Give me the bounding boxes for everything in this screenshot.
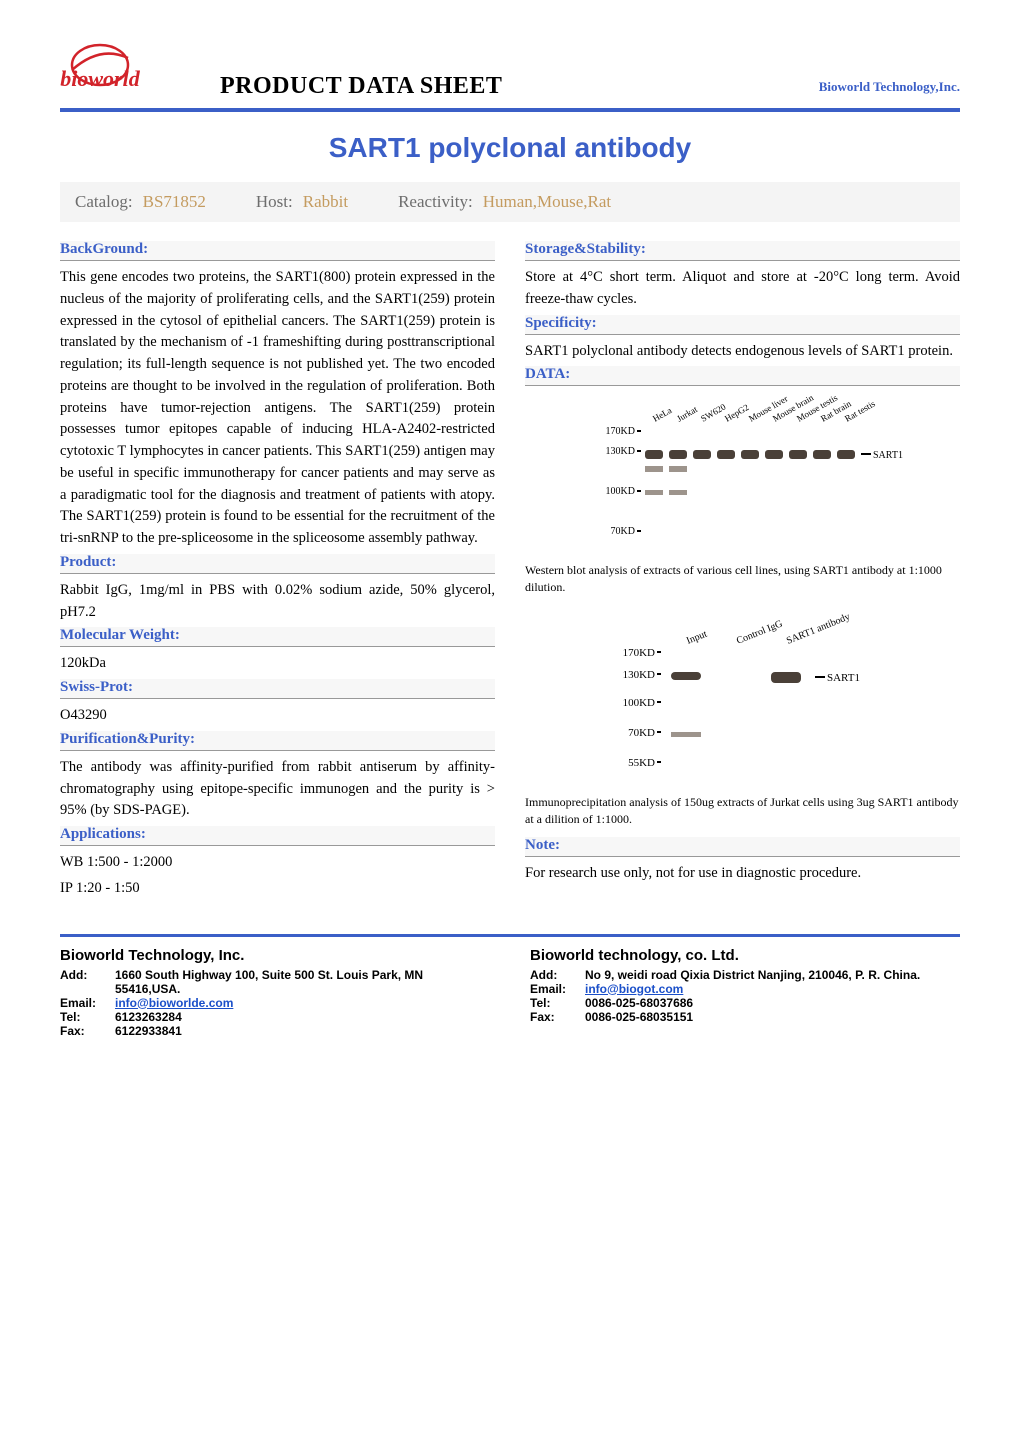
footer-left-add-label: Add:: [60, 968, 115, 996]
mw-label: Molecular Weight:: [60, 627, 495, 647]
footer: Bioworld Technology, Inc. Add:1660 South…: [60, 947, 960, 1038]
right-column: Storage&Stability: Store at 4°C short te…: [525, 237, 960, 904]
footer-right-add-label: Add:: [530, 968, 585, 982]
svg-text:Input: Input: [685, 628, 709, 646]
footer-left-fax-label: Fax:: [60, 1024, 115, 1038]
reactivity-label: Reactivity:: [398, 192, 473, 212]
apps-line2: IP 1:20 - 1:50: [60, 878, 495, 900]
svg-text:70KD: 70KD: [628, 727, 655, 739]
swiss-text: O43290: [60, 705, 495, 727]
logo: bioworld: [60, 40, 200, 100]
reactivity-value: Human,Mouse,Rat: [483, 192, 611, 212]
purity-label: Purification&Purity:: [60, 731, 495, 751]
western-blot-1: HeLaJurkatSW620HepG2Mouse liverMouse bra…: [583, 394, 903, 554]
footer-right-email[interactable]: info@biogot.com: [585, 982, 960, 996]
svg-text:100KD: 100KD: [622, 697, 654, 709]
svg-text:Control IgG: Control IgG: [735, 618, 784, 646]
purity-text: The antibody was affinity-purified from …: [60, 757, 495, 822]
footer-left-email-label: Email:: [60, 996, 115, 1010]
footer-right-fax-label: Fax:: [530, 1010, 585, 1024]
apps-line1: WB 1:500 - 1:2000: [60, 852, 495, 874]
data-label: DATA:: [525, 366, 960, 386]
storage-text: Store at 4°C short term. Aliquot and sto…: [525, 267, 960, 311]
svg-text:70KD: 70KD: [610, 526, 634, 537]
blot2-caption: Immunoprecipitation analysis of 150ug ex…: [525, 794, 960, 828]
footer-right-company: Bioworld technology, co. Ltd.: [530, 947, 960, 964]
title-box: SART1 polyclonal antibody: [60, 132, 960, 164]
host-label: Host:: [256, 192, 293, 212]
footer-right-add: No 9, weidi road Qixia District Nanjing,…: [585, 968, 960, 982]
svg-text:55KD: 55KD: [628, 757, 655, 769]
footer-right-email-label: Email:: [530, 982, 585, 996]
apps-label: Applications:: [60, 826, 495, 846]
blot1-caption: Western blot analysis of extracts of var…: [525, 562, 960, 596]
svg-text:HepG2: HepG2: [723, 402, 751, 424]
svg-text:SART1: SART1: [873, 450, 903, 461]
svg-text:SART1: SART1: [827, 672, 860, 684]
footer-left-add: 1660 South Highway 100, Suite 500 St. Lo…: [115, 968, 490, 996]
product-label: Product:: [60, 554, 495, 574]
background-text: This gene encodes two proteins, the SART…: [60, 267, 495, 550]
footer-right-tel: 0086-025-68037686: [585, 996, 960, 1010]
svg-text:100KD: 100KD: [605, 486, 634, 497]
footer-right-tel-label: Tel:: [530, 996, 585, 1010]
background-label: BackGround:: [60, 241, 495, 261]
page-header: bioworld PRODUCT DATA SHEET Bioworld Tec…: [60, 40, 960, 100]
footer-left-company: Bioworld Technology, Inc.: [60, 947, 490, 964]
svg-text:130KD: 130KD: [605, 446, 634, 457]
spec-text: SART1 polyclonal antibody detects endoge…: [525, 341, 960, 363]
footer-left-tel: 6123263284: [115, 1010, 490, 1024]
footer-left-email[interactable]: info@bioworlde.com: [115, 996, 490, 1010]
left-column: BackGround: This gene encodes two protei…: [60, 237, 495, 904]
host-value: Rabbit: [303, 192, 348, 212]
product-title: SART1 polyclonal antibody: [60, 132, 960, 164]
note-label: Note:: [525, 837, 960, 857]
storage-label: Storage&Stability:: [525, 241, 960, 261]
product-text: Rabbit IgG, 1mg/ml in PBS with 0.02% sod…: [60, 580, 495, 624]
svg-text:170KD: 170KD: [605, 426, 634, 437]
header-rule: [60, 108, 960, 112]
svg-text:Jurkat: Jurkat: [675, 404, 699, 424]
content-columns: BackGround: This gene encodes two protei…: [60, 237, 960, 904]
swiss-label: Swiss-Prot:: [60, 679, 495, 699]
sheet-title: PRODUCT DATA SHEET: [220, 73, 502, 100]
western-blot-2: Input Control IgGSART1 antibody 170KD 130KD…: [593, 606, 893, 786]
mw-text: 120kDa: [60, 653, 495, 675]
svg-text:170KD: 170KD: [622, 647, 654, 659]
meta-bar: Catalog: BS71852 Host: Rabbit Reactivity…: [60, 182, 960, 222]
footer-right: Bioworld technology, co. Ltd. Add:No 9, …: [530, 947, 960, 1038]
catalog-label: Catalog:: [75, 192, 133, 212]
svg-text:HeLa: HeLa: [651, 405, 673, 424]
spec-label: Specificity:: [525, 315, 960, 335]
footer-right-fax: 0086-025-68035151: [585, 1010, 960, 1024]
header-company: Bioworld Technology,Inc.: [819, 79, 960, 100]
svg-text:130KD: 130KD: [622, 669, 654, 681]
footer-rule: [60, 934, 960, 937]
svg-text:SART1 antibody: SART1 antibody: [785, 611, 852, 646]
footer-left-fax: 6122933841: [115, 1024, 490, 1038]
svg-text:SW620: SW620: [699, 402, 728, 424]
footer-left: Bioworld Technology, Inc. Add:1660 South…: [60, 947, 490, 1038]
logo-text: bioworld: [60, 66, 140, 91]
catalog-value: BS71852: [143, 192, 206, 212]
footer-left-tel-label: Tel:: [60, 1010, 115, 1024]
note-text: For research use only, not for use in di…: [525, 863, 960, 885]
